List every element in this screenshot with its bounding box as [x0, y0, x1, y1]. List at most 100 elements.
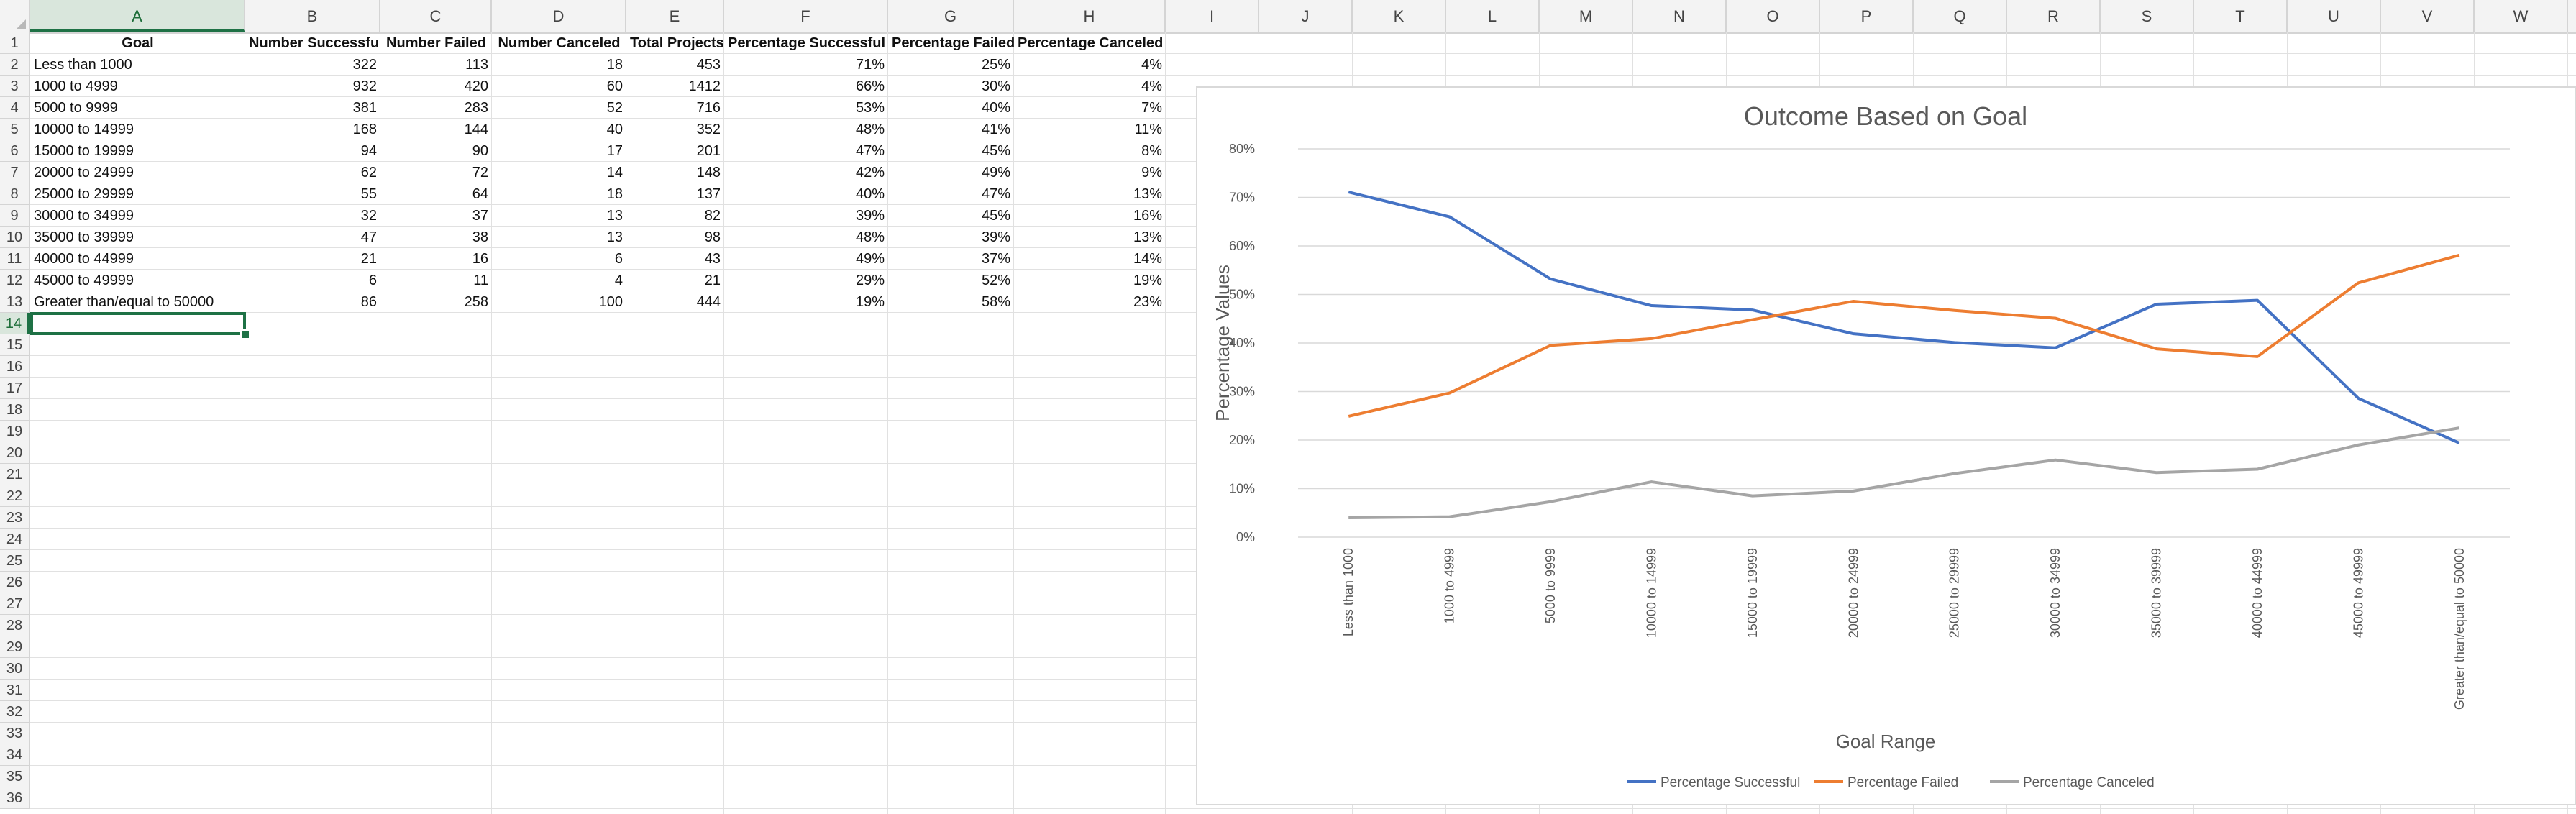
- value-cell[interactable]: 9%: [1141, 165, 1162, 180]
- value-cell[interactable]: 47: [360, 229, 377, 245]
- fill-handle[interactable]: [240, 329, 250, 339]
- value-cell[interactable]: 25%: [981, 57, 1010, 73]
- value-cell[interactable]: 13: [606, 229, 623, 245]
- row-header-10[interactable]: 10: [0, 227, 30, 248]
- value-cell[interactable]: 45%: [981, 208, 1010, 224]
- row-header-25[interactable]: 25: [0, 550, 30, 572]
- value-cell[interactable]: 94: [360, 143, 377, 159]
- column-header-O[interactable]: O: [1727, 0, 1820, 32]
- value-cell[interactable]: 48%: [855, 122, 885, 137]
- active-cell-A14[interactable]: [30, 312, 246, 335]
- value-cell[interactable]: 53%: [855, 100, 885, 116]
- value-cell[interactable]: 49%: [981, 165, 1010, 180]
- value-cell[interactable]: 100: [598, 294, 623, 310]
- value-cell[interactable]: 1412: [688, 78, 721, 94]
- header-cell[interactable]: Total Projects: [630, 35, 724, 51]
- value-cell[interactable]: 52%: [981, 273, 1010, 288]
- value-cell[interactable]: 14: [606, 165, 623, 180]
- row-header-3[interactable]: 3: [0, 76, 30, 97]
- row-header-23[interactable]: 23: [0, 507, 30, 529]
- column-header-N[interactable]: N: [1633, 0, 1727, 32]
- value-cell[interactable]: 21: [360, 251, 377, 267]
- value-cell[interactable]: 39%: [855, 208, 885, 224]
- value-cell[interactable]: 13%: [1133, 186, 1162, 202]
- value-cell[interactable]: 32: [360, 208, 377, 224]
- value-cell[interactable]: 52: [606, 100, 623, 116]
- row-header-36[interactable]: 36: [0, 787, 30, 809]
- goal-cell[interactable]: 35000 to 39999: [34, 229, 134, 245]
- value-cell[interactable]: 64: [472, 186, 488, 202]
- value-cell[interactable]: 4%: [1141, 57, 1162, 73]
- value-cell[interactable]: 113: [465, 57, 488, 73]
- row-header-14[interactable]: 14: [0, 313, 30, 334]
- value-cell[interactable]: 39%: [981, 229, 1010, 245]
- value-cell[interactable]: 23%: [1133, 294, 1162, 310]
- value-cell[interactable]: 19%: [1133, 273, 1162, 288]
- select-all-corner[interactable]: [0, 0, 30, 32]
- value-cell[interactable]: 16%: [1133, 208, 1162, 224]
- row-header-6[interactable]: 6: [0, 140, 30, 162]
- column-header-K[interactable]: K: [1353, 0, 1446, 32]
- header-cell[interactable]: Goal: [122, 35, 154, 51]
- column-header-L[interactable]: L: [1446, 0, 1540, 32]
- value-cell[interactable]: 17: [606, 143, 623, 159]
- row-header-22[interactable]: 22: [0, 485, 30, 507]
- goal-cell[interactable]: 45000 to 49999: [34, 273, 134, 288]
- goal-cell[interactable]: 25000 to 29999: [34, 186, 134, 202]
- value-cell[interactable]: 37: [472, 208, 488, 224]
- goal-cell[interactable]: Greater than/equal to 50000: [34, 294, 214, 310]
- value-cell[interactable]: 90: [472, 143, 488, 159]
- column-header-F[interactable]: F: [724, 0, 888, 32]
- goal-cell[interactable]: 15000 to 19999: [34, 143, 134, 159]
- value-cell[interactable]: 55: [360, 186, 377, 202]
- row-header-29[interactable]: 29: [0, 636, 30, 658]
- column-header-I[interactable]: I: [1166, 0, 1259, 32]
- value-cell[interactable]: 13%: [1133, 229, 1162, 245]
- row-header-32[interactable]: 32: [0, 701, 30, 723]
- row-header-21[interactable]: 21: [0, 464, 30, 485]
- row-header-26[interactable]: 26: [0, 572, 30, 593]
- column-header-B[interactable]: B: [245, 0, 380, 32]
- row-header-4[interactable]: 4: [0, 97, 30, 119]
- goal-cell[interactable]: 30000 to 34999: [34, 208, 134, 224]
- row-header-20[interactable]: 20: [0, 442, 30, 464]
- header-cell[interactable]: Percentage Successful: [728, 35, 885, 51]
- row-header-11[interactable]: 11: [0, 248, 30, 270]
- row-header-9[interactable]: 9: [0, 205, 30, 227]
- value-cell[interactable]: 6: [368, 273, 377, 288]
- header-cell[interactable]: Number Failed: [386, 35, 486, 51]
- value-cell[interactable]: 82: [704, 208, 721, 224]
- header-cell[interactable]: Number Successful: [249, 35, 380, 51]
- row-header-16[interactable]: 16: [0, 356, 30, 378]
- value-cell[interactable]: 19%: [855, 294, 885, 310]
- value-cell[interactable]: 40: [606, 122, 623, 137]
- value-cell[interactable]: 60: [606, 78, 623, 94]
- column-header-M[interactable]: M: [1540, 0, 1633, 32]
- row-header-12[interactable]: 12: [0, 270, 30, 291]
- value-cell[interactable]: 148: [696, 165, 721, 180]
- value-cell[interactable]: 47%: [981, 186, 1010, 202]
- value-cell[interactable]: 66%: [855, 78, 885, 94]
- value-cell[interactable]: 38: [472, 229, 488, 245]
- value-cell[interactable]: 18: [606, 57, 623, 73]
- value-cell[interactable]: 43: [704, 251, 721, 267]
- value-cell[interactable]: 72: [472, 165, 488, 180]
- column-header-H[interactable]: H: [1014, 0, 1166, 32]
- value-cell[interactable]: 13: [606, 208, 623, 224]
- value-cell[interactable]: 716: [696, 100, 721, 116]
- line-chart[interactable]: Outcome Based on Goal 0% 10% 20% 30% 40% 50% 60…: [1196, 86, 2576, 805]
- value-cell[interactable]: 18: [606, 186, 623, 202]
- value-cell[interactable]: 6: [614, 251, 623, 267]
- value-cell[interactable]: 62: [360, 165, 377, 180]
- row-header-13[interactable]: 13: [0, 291, 30, 313]
- value-cell[interactable]: 37%: [981, 251, 1010, 267]
- value-cell[interactable]: 11%: [1134, 122, 1162, 137]
- value-cell[interactable]: 58%: [981, 294, 1010, 310]
- column-header-R[interactable]: R: [2007, 0, 2101, 32]
- goal-cell[interactable]: 40000 to 44999: [34, 251, 134, 267]
- row-header-28[interactable]: 28: [0, 615, 30, 636]
- value-cell[interactable]: 14%: [1133, 251, 1162, 267]
- header-cell[interactable]: Percentage Canceled: [1018, 35, 1164, 51]
- value-cell[interactable]: 144: [464, 122, 488, 137]
